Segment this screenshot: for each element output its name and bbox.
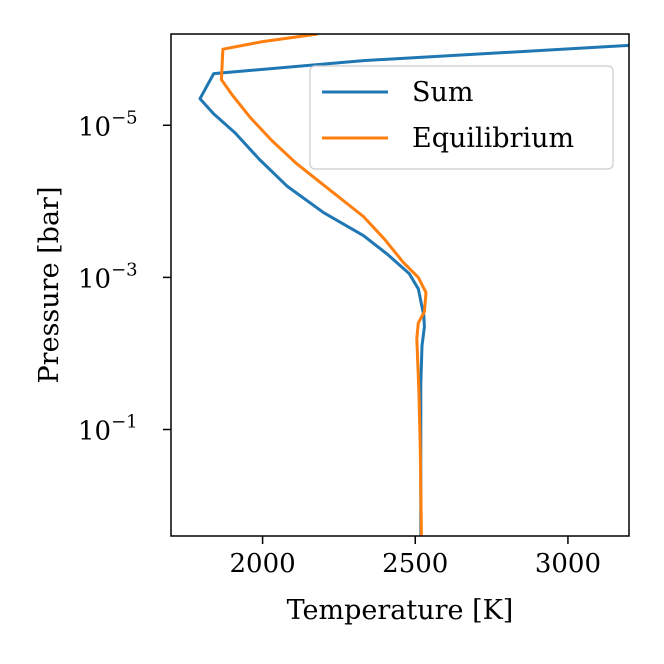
- legend-label-equilibrium: Equilibrium: [412, 123, 574, 154]
- y-axis-label: Pressure [bar]: [34, 187, 65, 384]
- legend: Sum Equilibrium: [309, 65, 614, 170]
- x-axis-label: Temperature [K]: [287, 595, 514, 626]
- x-axis: 2000 2500 3000: [230, 536, 601, 579]
- plot-frame: [170, 33, 630, 537]
- y-tick-label: 10−1: [78, 412, 138, 447]
- x-tick-label: 2000: [230, 549, 296, 579]
- x-tick-label: 2500: [382, 549, 448, 579]
- series-line-equilibrium: [219, 34, 428, 536]
- series-layer: [198, 34, 629, 536]
- y-axis: 10−5 10−3 10−1: [78, 107, 171, 447]
- y-tick-label: 10−5: [78, 107, 138, 142]
- y-tick-label: 10−3: [78, 259, 138, 294]
- series-line-sum: [198, 43, 629, 536]
- legend-label-sum: Sum: [412, 77, 474, 108]
- x-tick-label: 3000: [535, 549, 601, 579]
